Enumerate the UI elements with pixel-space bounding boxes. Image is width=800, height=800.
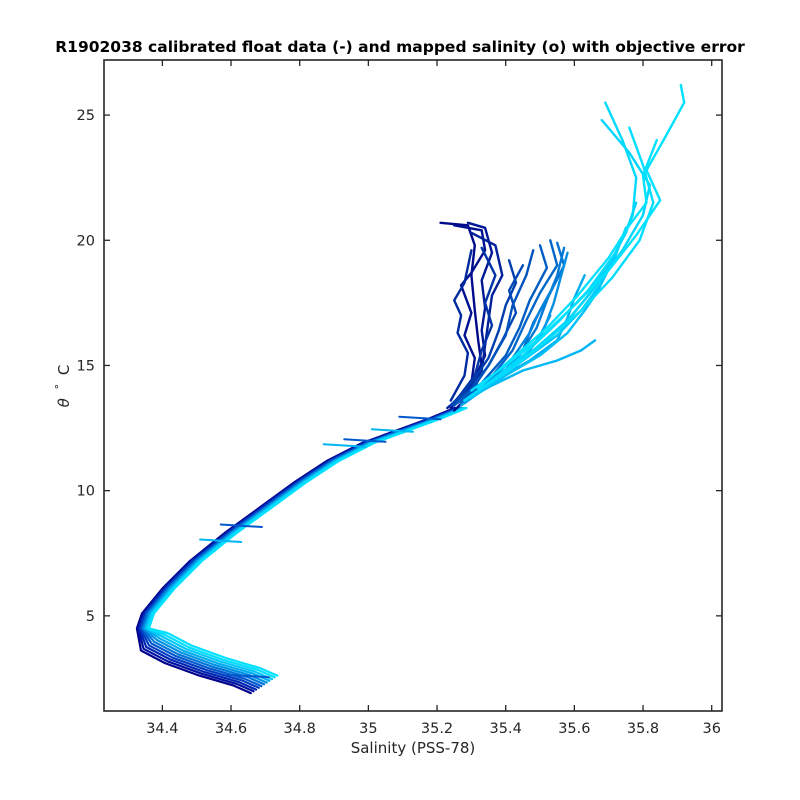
profile-line-deep [144,406,464,682]
plot-area [135,83,686,695]
profile-line-deep [145,406,466,681]
profile-line-deep [146,406,467,679]
profile-line-deep [147,406,468,677]
y-tick-label: 25 [77,108,95,124]
x-ticks: 34.4 34.6 34.8 35 35.2 35.4 35.6 35.8 36 [146,60,721,737]
profile-line [477,138,658,390]
profile-line-stub [343,438,387,443]
y-axis-label: θ ° C [49,365,73,408]
profile-line [463,101,638,402]
axes-box [103,59,723,712]
profile-line-stub [226,673,270,679]
profile-line [449,259,518,407]
x-tick-label: 35.2 [421,721,453,737]
y-ticks: 5 10 15 20 25 [77,108,722,625]
profile-line [470,264,610,400]
y-tick-label: 15 [77,358,95,374]
y-tick-label: 5 [86,609,95,625]
profile-line [449,249,473,402]
profile-line-stub [398,415,442,421]
y-axis-label-unit: C [55,365,73,375]
y-axis-label-degree: ° [53,384,66,390]
y-tick-label: 10 [77,484,95,500]
profile-line [470,83,686,392]
x-tick-label: 35.8 [627,721,659,737]
x-tick-label: 36 [702,721,720,737]
x-tick-label: 35.6 [558,721,590,737]
chart-title: R1902038 calibrated float data (-) and m… [55,38,745,56]
profile-line-stub [370,428,414,433]
x-tick-label: 34.6 [215,721,247,737]
y-tick-label: 20 [77,233,95,249]
profile-line [466,118,652,400]
profile-line [449,224,487,410]
profile-line-stub [322,443,366,448]
profile-line-deep [143,406,463,684]
x-axis-label: Salinity (PSS-78) [351,739,476,757]
profile-line-stub [199,538,243,543]
x-tick-label: 34.4 [146,721,178,737]
x-tick-label: 35 [359,721,377,737]
y-axis-label-symbol: θ [55,398,73,407]
profile-line [477,126,655,392]
x-tick-label: 34.8 [284,721,316,737]
profile-lines [135,83,686,695]
profile-line-deep [141,406,462,686]
profile-line-stub [219,523,263,528]
profile-line [453,246,497,405]
x-tick-label: 35.4 [490,721,522,737]
